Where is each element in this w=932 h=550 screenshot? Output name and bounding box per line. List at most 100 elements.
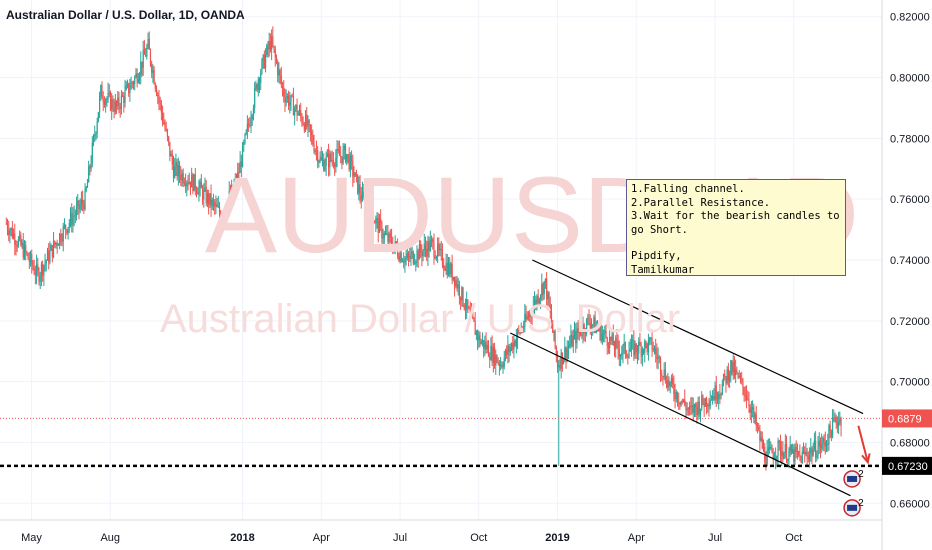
candle-body	[381, 223, 383, 239]
candle-body	[726, 369, 728, 384]
candle-body	[355, 172, 358, 175]
candle-body	[716, 399, 719, 401]
candle-body	[142, 49, 144, 68]
candle-body	[478, 335, 480, 341]
candle-body	[715, 385, 717, 400]
candle-body	[392, 246, 394, 252]
candle-body	[163, 121, 165, 124]
candle-body	[364, 197, 366, 211]
candle-body	[15, 244, 17, 246]
candle-body	[836, 422, 839, 427]
event-count-label: 2	[858, 469, 864, 480]
candle-body	[489, 356, 491, 360]
candle-body	[771, 446, 773, 453]
candle-body	[320, 156, 322, 161]
annotation-note[interactable]: 1.Falling channel. 2.Parallel Resistance…	[626, 179, 846, 276]
candle-body	[770, 446, 772, 449]
candle-body	[541, 284, 543, 296]
candle-body	[209, 193, 211, 205]
candle-body	[744, 395, 746, 397]
candle-body	[835, 417, 837, 423]
candle-body	[169, 141, 171, 157]
candle-body	[816, 455, 818, 458]
candle-body	[559, 365, 561, 369]
candle-body	[582, 324, 584, 336]
candle-body	[6, 223, 9, 231]
candle-body	[212, 199, 215, 203]
candle-body	[686, 408, 688, 411]
candle-body	[514, 340, 516, 346]
candle-body	[303, 124, 305, 131]
candle-body	[172, 164, 175, 178]
candle-body	[279, 70, 281, 76]
candle-body	[810, 448, 812, 454]
candle-body	[768, 447, 771, 449]
candle-body	[323, 159, 325, 171]
candle-body	[221, 216, 223, 221]
support-price-label: 0.67230	[888, 461, 928, 473]
candle-body	[411, 251, 413, 254]
candle-body	[775, 457, 777, 459]
candle-body	[748, 400, 750, 408]
candle-body	[326, 153, 328, 157]
candle-body	[476, 331, 479, 341]
candle-body	[42, 264, 44, 276]
candle-body	[301, 115, 303, 123]
candle-body	[772, 452, 774, 459]
candle-body	[384, 233, 387, 235]
candle-body	[176, 162, 178, 177]
candle-body	[416, 250, 418, 262]
candle-body	[490, 345, 492, 360]
candle-body	[510, 343, 513, 348]
candle-body	[34, 273, 36, 276]
candle-body	[601, 334, 603, 342]
candle-body	[412, 251, 414, 264]
candle-body	[352, 160, 354, 177]
candle-body	[137, 79, 139, 83]
candle-body	[61, 241, 63, 243]
candle-body	[708, 405, 710, 407]
candle-body	[783, 452, 785, 459]
candle-body	[799, 454, 801, 456]
price-tick-label: 0.72000	[890, 316, 930, 328]
candle-body	[325, 156, 327, 166]
candle-body	[762, 446, 765, 449]
candle-body	[443, 265, 445, 269]
candle-body	[588, 317, 590, 323]
candle-body	[704, 398, 706, 407]
candle-body	[291, 95, 293, 97]
candle-body	[526, 316, 528, 320]
candle-body	[40, 264, 43, 277]
candle-body	[57, 244, 59, 246]
candle-body	[755, 414, 757, 427]
candle-body	[615, 338, 617, 350]
candle-body	[191, 174, 193, 188]
event-flag-icon	[847, 504, 858, 511]
candle-body	[25, 245, 27, 253]
candle-body	[422, 250, 424, 257]
candle-body	[741, 379, 743, 381]
candle-body	[74, 214, 76, 216]
candle-body	[807, 456, 809, 460]
candle-body	[178, 164, 181, 175]
candle-body	[662, 375, 664, 378]
projection-arrow	[857, 425, 869, 463]
candle-body	[709, 400, 711, 407]
candle-body	[467, 299, 469, 308]
candle-body	[452, 276, 454, 280]
candle-body	[767, 447, 769, 451]
candle-body	[240, 161, 242, 167]
candle-body	[347, 154, 349, 156]
candle-body	[203, 189, 205, 200]
note-line: 2.Parallel Resistance.	[631, 196, 771, 209]
candle-body	[632, 340, 634, 342]
price-tick-label: 0.80000	[890, 73, 930, 85]
candle-body	[592, 324, 594, 327]
last-price-badge	[882, 409, 932, 428]
candle-body	[220, 213, 222, 221]
candle-body	[738, 375, 740, 378]
candle-body	[205, 187, 207, 204]
candle-body	[60, 233, 62, 242]
candle-body	[280, 75, 282, 84]
